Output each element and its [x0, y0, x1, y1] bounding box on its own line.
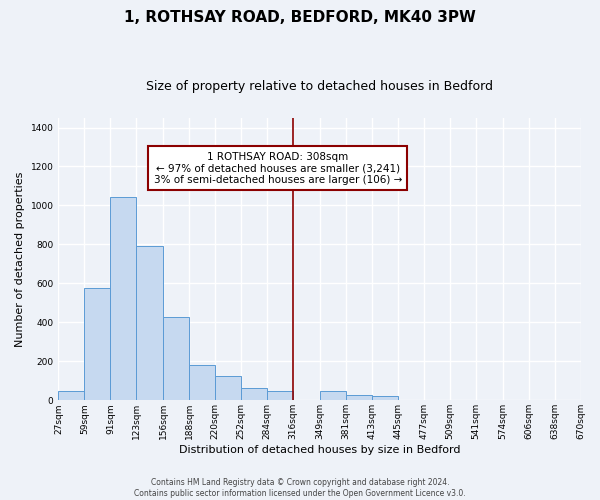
Bar — [110, 198, 136, 400]
Y-axis label: Number of detached properties: Number of detached properties — [15, 172, 25, 346]
Bar — [189, 365, 215, 400]
Bar — [346, 396, 372, 400]
Bar — [320, 390, 346, 400]
X-axis label: Distribution of detached houses by size in Bedford: Distribution of detached houses by size … — [179, 445, 460, 455]
Bar — [58, 390, 85, 400]
Bar — [372, 396, 398, 400]
Bar — [85, 288, 110, 401]
Text: 1, ROTHSAY ROAD, BEDFORD, MK40 3PW: 1, ROTHSAY ROAD, BEDFORD, MK40 3PW — [124, 10, 476, 25]
Bar — [215, 376, 241, 400]
Bar — [267, 390, 293, 400]
Title: Size of property relative to detached houses in Bedford: Size of property relative to detached ho… — [146, 80, 493, 93]
Bar — [136, 246, 163, 400]
Text: 1 ROTHSAY ROAD: 308sqm
← 97% of detached houses are smaller (3,241)
3% of semi-d: 1 ROTHSAY ROAD: 308sqm ← 97% of detached… — [154, 152, 402, 185]
Bar — [241, 388, 267, 400]
Bar — [163, 318, 189, 400]
Text: Contains HM Land Registry data © Crown copyright and database right 2024.
Contai: Contains HM Land Registry data © Crown c… — [134, 478, 466, 498]
